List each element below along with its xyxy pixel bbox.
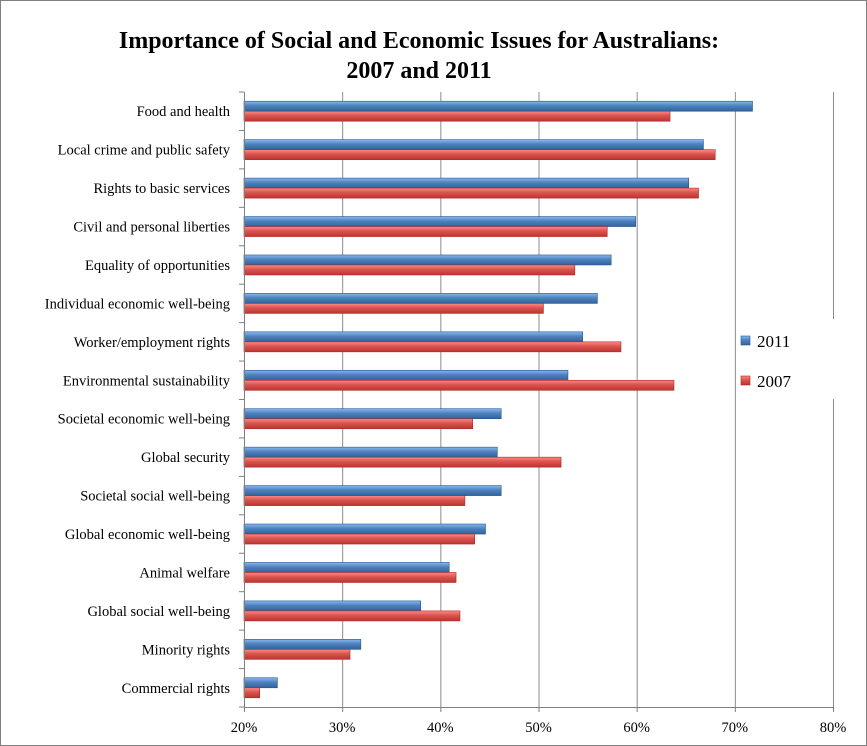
category-label: Animal welfare — [139, 565, 230, 581]
category-label: Individual economic well-being — [45, 296, 230, 312]
bar-2007-9 — [243, 418, 474, 430]
bar-2011-9 — [243, 408, 502, 420]
category-label: Global social well-being — [87, 604, 230, 620]
category-label: Global security — [141, 450, 231, 466]
bar-2007-16 — [243, 687, 261, 699]
category-label: Environmental sustainability — [63, 373, 231, 389]
category-label: Equality of opportunities — [85, 258, 230, 274]
bar-2011-5 — [243, 254, 612, 266]
bar-2011-6 — [243, 293, 598, 304]
category-label: Food and health — [137, 104, 231, 120]
legend-label-2007: 2007 — [757, 372, 792, 391]
bar-2007-6 — [243, 303, 544, 314]
bar-2007-11 — [243, 495, 466, 506]
bar-2011-10 — [243, 446, 498, 458]
category-label: Civil and personal liberties — [73, 220, 230, 236]
x-tick-labels: 20% 30% 40% 50% 60% 70% 80% — [231, 720, 847, 736]
bar-2007-8 — [243, 379, 675, 391]
legend-box — [736, 319, 836, 399]
legend-swatch-2011 — [740, 335, 751, 346]
bar-2007-1 — [243, 110, 671, 122]
chart-title-line-2: 2007 and 2011 — [346, 58, 491, 84]
chart-title-line-1: Importance of Social and Economic Issues… — [119, 28, 719, 54]
bar-2011-1 — [243, 100, 753, 112]
x-tick-label: 40% — [427, 720, 454, 736]
bar-2011-14 — [243, 600, 421, 612]
bar-2007-12 — [243, 533, 475, 545]
bar-2011-13 — [243, 562, 450, 573]
axes — [239, 91, 834, 712]
category-labels: Food and health Local crime and public sa… — [45, 104, 231, 697]
category-label: Local crime and public safety — [58, 143, 231, 159]
chart-title: Importance of Social and Economic Issues… — [119, 28, 719, 84]
x-tick-label: 30% — [329, 720, 356, 736]
bar-2007-14 — [243, 610, 461, 622]
x-tick-label: 50% — [525, 720, 552, 736]
bar-2011-15 — [243, 639, 362, 650]
category-label: Rights to basic services — [93, 181, 230, 197]
legend: 2011 2007 — [736, 319, 836, 399]
x-tick-label: 70% — [722, 720, 749, 736]
bar-2007-4 — [243, 226, 608, 237]
bar-2011-2 — [243, 139, 704, 150]
category-label: Societal social well-being — [80, 489, 230, 505]
x-tick-label: 80% — [820, 720, 847, 736]
bar-2007-10 — [243, 456, 562, 468]
category-label: Societal economic well-being — [58, 412, 230, 428]
bar-2007-13 — [243, 572, 457, 583]
bar-2011-7 — [243, 331, 583, 343]
bars — [243, 100, 753, 699]
x-tick-label: 60% — [623, 720, 650, 736]
category-label: Global economic well-being — [65, 527, 230, 543]
x-tick-label: 20% — [231, 720, 258, 736]
bar-2011-3 — [243, 177, 689, 189]
bar-2011-16 — [243, 677, 278, 689]
category-label: Minority rights — [142, 642, 231, 658]
bar-2011-11 — [243, 485, 502, 496]
bar-2011-4 — [243, 216, 636, 227]
bar-2007-7 — [243, 341, 622, 353]
legend-label-2011: 2011 — [757, 332, 790, 351]
bar-2007-3 — [243, 187, 699, 199]
legend-swatch-2007 — [740, 375, 751, 386]
bar-2007-5 — [243, 264, 576, 276]
bar-2011-12 — [243, 523, 486, 535]
bar-2007-15 — [243, 649, 351, 660]
category-label: Commercial rights — [122, 681, 231, 697]
bar-2007-2 — [243, 149, 716, 160]
category-label: Worker/employment rights — [74, 335, 231, 351]
bar-2011-8 — [243, 369, 569, 381]
